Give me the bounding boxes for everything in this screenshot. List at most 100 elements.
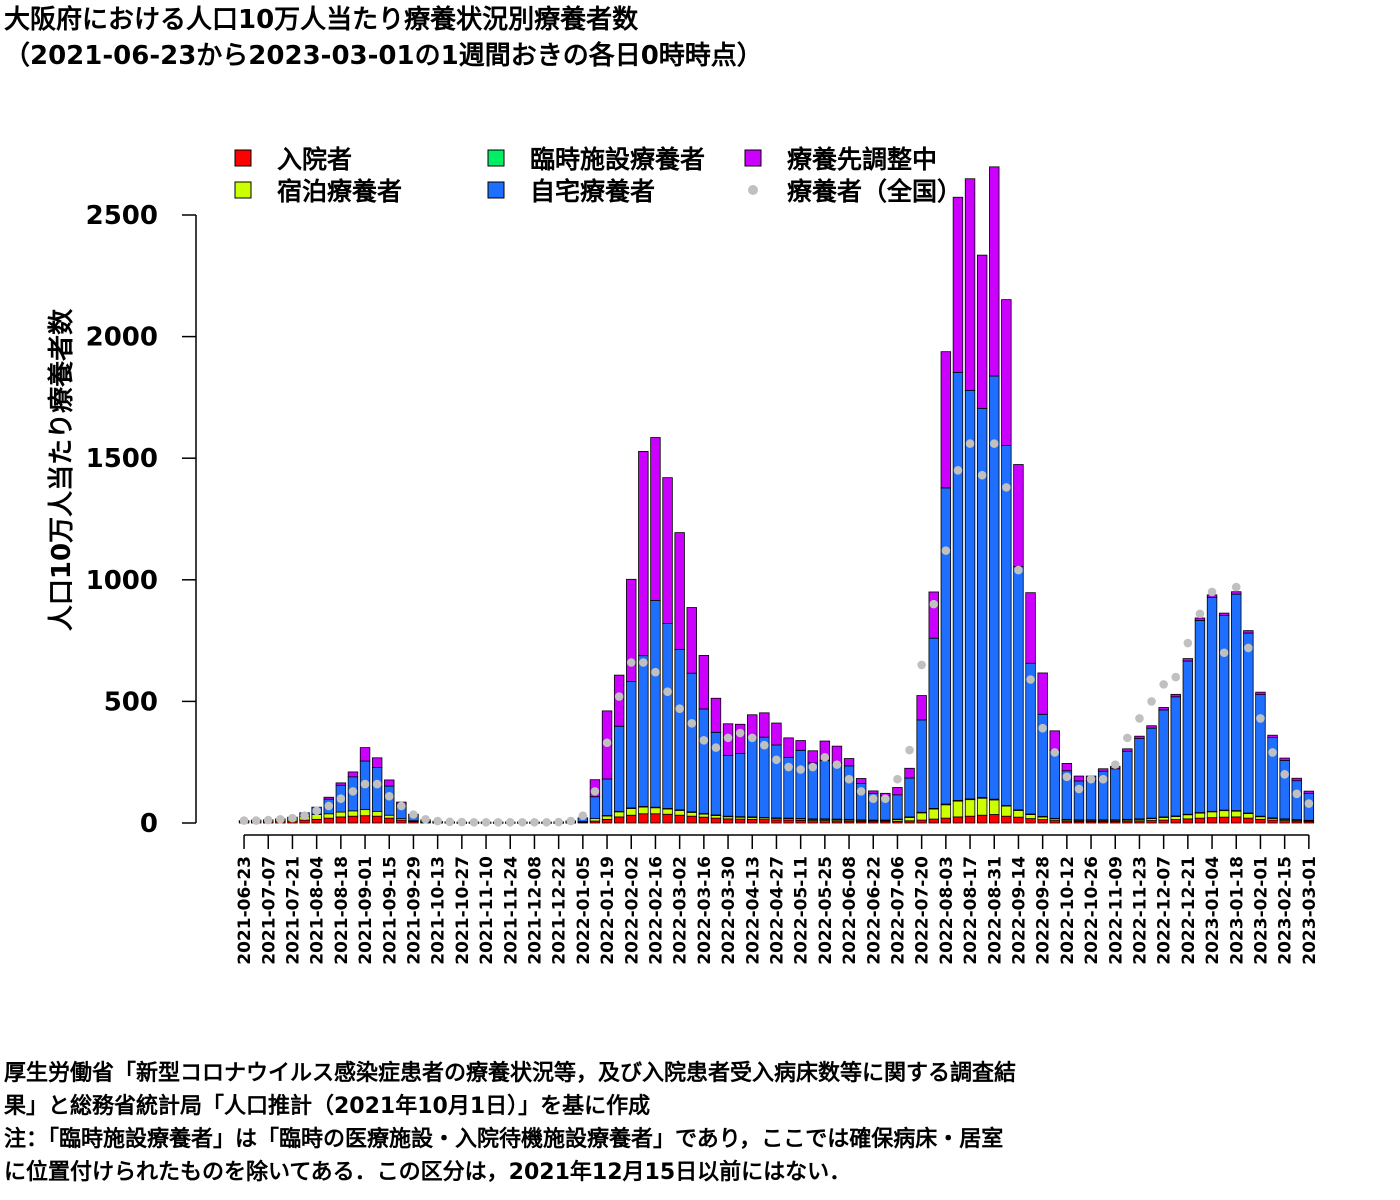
bar-segment-2022-01-19-s3 — [601, 778, 613, 816]
national-point-2021-07-28 — [300, 811, 309, 820]
bar-segment-2022-11-16-s3 — [1122, 750, 1133, 820]
bar-segment-2022-11-16-s4 — [1122, 748, 1133, 752]
national-point-2022-10-19 — [1074, 784, 1084, 794]
national-point-2021-10-20 — [445, 817, 455, 827]
bar-segment-2022-03-30-s0 — [722, 818, 734, 824]
legend-swatch-2 — [744, 149, 762, 167]
bar-segment-2022-11-02-s4 — [1097, 768, 1109, 772]
national-point-2022-05-04 — [784, 762, 793, 772]
national-point-2022-06-01 — [832, 760, 842, 769]
bar-segment-2022-10-05-s4 — [1049, 730, 1060, 751]
bar-segment-2022-07-20-s0 — [916, 819, 927, 824]
x-tick-label-2022-07-20: 2022-07-20 — [913, 856, 933, 965]
bar-segment-2022-09-21-s3 — [1025, 662, 1036, 815]
source-note-line-2: 果」と総務省統計局「人口推計（2021年10月1日）」を基に作成 — [4, 1094, 651, 1119]
bar-segment-2022-08-03-s1 — [940, 804, 952, 819]
bar-segment-2022-04-27-s0 — [771, 819, 782, 824]
bar-segment-2023-02-22-s3 — [1291, 780, 1302, 820]
bar-segment-2022-12-21-s4 — [1182, 658, 1194, 662]
national-point-2022-02-16 — [651, 667, 660, 677]
x-tick-label-2021-10-27: 2021-10-27 — [453, 856, 473, 965]
bar-segment-2021-08-11-s0 — [323, 817, 334, 824]
bar-segment-2022-08-10-s0 — [952, 816, 964, 824]
bar-segment-2022-06-01-s3 — [831, 762, 843, 820]
bar-segment-2022-03-09-s4 — [686, 607, 697, 674]
bar-segment-2023-01-18-s4 — [1231, 591, 1242, 595]
bar-segment-2022-05-04-s4 — [783, 737, 794, 758]
bar-segment-2023-01-11-s4 — [1218, 612, 1230, 616]
national-point-2022-09-14 — [1014, 565, 1023, 575]
bar-segment-2022-08-24-s3 — [976, 407, 988, 798]
national-point-2022-07-27 — [929, 599, 939, 609]
bar-segment-2022-12-28-s0 — [1194, 817, 1206, 824]
bar-segment-2022-07-27-s3 — [928, 637, 939, 809]
x-tick-label-2022-05-11: 2022-05-11 — [792, 856, 812, 965]
bar-segment-2022-08-10-s3 — [952, 371, 964, 801]
bar-segment-2022-02-23-s4 — [662, 477, 673, 624]
bar-segment-2022-04-06-s3 — [734, 753, 746, 818]
bar-segment-2022-12-21-s0 — [1182, 818, 1194, 824]
x-tick-label-2022-11-09: 2022-11-09 — [1106, 856, 1126, 965]
bar-segment-2022-10-26-s3 — [1085, 780, 1097, 821]
bar-segment-2022-03-02-s1 — [674, 809, 685, 816]
bar-segment-2022-09-07-s3 — [1001, 445, 1012, 806]
bar-segment-2022-09-14-s3 — [1013, 566, 1024, 811]
bar-segment-2022-02-16-s3 — [650, 600, 661, 808]
bar-segment-2023-02-22-s4 — [1291, 777, 1302, 782]
national-point-2022-10-05 — [1050, 748, 1060, 757]
bar-segment-2022-05-11-s0 — [795, 819, 806, 824]
x-tick-label-2021-12-22: 2021-12-22 — [550, 856, 570, 965]
national-point-2023-01-04 — [1207, 587, 1217, 597]
national-point-2022-01-26 — [614, 692, 624, 701]
legend-label-4: 自宅療養者 — [530, 177, 655, 206]
x-tick-label-2022-03-30: 2022-03-30 — [719, 856, 739, 965]
x-tick-label-2021-09-15: 2021-09-15 — [380, 856, 400, 965]
bar-segment-2021-07-28-s0 — [299, 819, 310, 824]
bar-segment-2022-09-14-s4 — [1013, 464, 1024, 568]
bar-segment-2023-01-25-s3 — [1243, 632, 1254, 814]
national-point-2022-07-20 — [917, 660, 926, 670]
bar-segment-2023-01-04-s3 — [1206, 596, 1218, 812]
bar-segment-2022-09-14-s0 — [1013, 816, 1024, 824]
national-point-2021-09-08 — [372, 779, 382, 789]
national-point-2022-03-02 — [675, 704, 684, 713]
national-point-2022-12-14 — [1171, 672, 1181, 682]
national-point-2021-10-06 — [421, 815, 430, 824]
bar-segment-2022-09-07-s0 — [1001, 815, 1012, 824]
national-point-2021-12-01 — [518, 817, 527, 827]
y-tick-label-0: 0 — [140, 809, 158, 839]
bar-segment-2022-08-03-s4 — [940, 351, 952, 489]
national-point-2023-02-15 — [1280, 770, 1289, 779]
y-tick-label-2500: 2500 — [86, 201, 158, 231]
x-tick-label-2022-12-07: 2022-12-07 — [1155, 856, 1175, 965]
x-tick-label-2021-12-08: 2021-12-08 — [525, 856, 545, 965]
y-tick-label-2000: 2000 — [86, 323, 158, 353]
x-tick-label-2022-09-28: 2022-09-28 — [1034, 856, 1054, 965]
bar-segment-2022-10-19-s4 — [1073, 775, 1085, 782]
national-point-2022-02-02 — [626, 658, 636, 667]
bar-segment-2023-02-15-s4 — [1279, 757, 1290, 761]
bar-segment-2022-03-30-s3 — [722, 754, 734, 817]
national-point-2022-09-28 — [1038, 723, 1047, 733]
bar-segment-2021-08-11-s1 — [323, 813, 334, 819]
bar-segment-2022-08-24-s1 — [976, 797, 988, 816]
national-point-2022-07-13 — [905, 745, 914, 755]
legend-label-0: 入院者 — [277, 145, 352, 174]
bar-segment-2022-05-04-s0 — [783, 819, 794, 824]
national-point-2022-04-13 — [747, 733, 757, 743]
bar-segment-2022-09-07-s1 — [1001, 805, 1012, 817]
bar-segment-2021-08-25-s4 — [347, 771, 359, 778]
national-point-2021-10-13 — [433, 816, 442, 826]
bar-segment-2023-02-08-s4 — [1267, 734, 1278, 739]
national-point-2021-07-07 — [263, 815, 273, 825]
national-point-2021-11-17 — [493, 817, 503, 827]
bar-segment-2022-12-14-s0 — [1170, 819, 1181, 824]
bar-segment-2022-03-23-s4 — [710, 697, 722, 733]
x-tick-label-2022-08-31: 2022-08-31 — [985, 856, 1005, 965]
national-point-2021-08-18 — [336, 794, 346, 803]
national-point-2021-11-10 — [481, 817, 491, 827]
national-point-2022-06-22 — [868, 794, 878, 803]
national-point-2022-04-20 — [760, 740, 769, 750]
national-point-2021-06-23 — [239, 816, 249, 825]
